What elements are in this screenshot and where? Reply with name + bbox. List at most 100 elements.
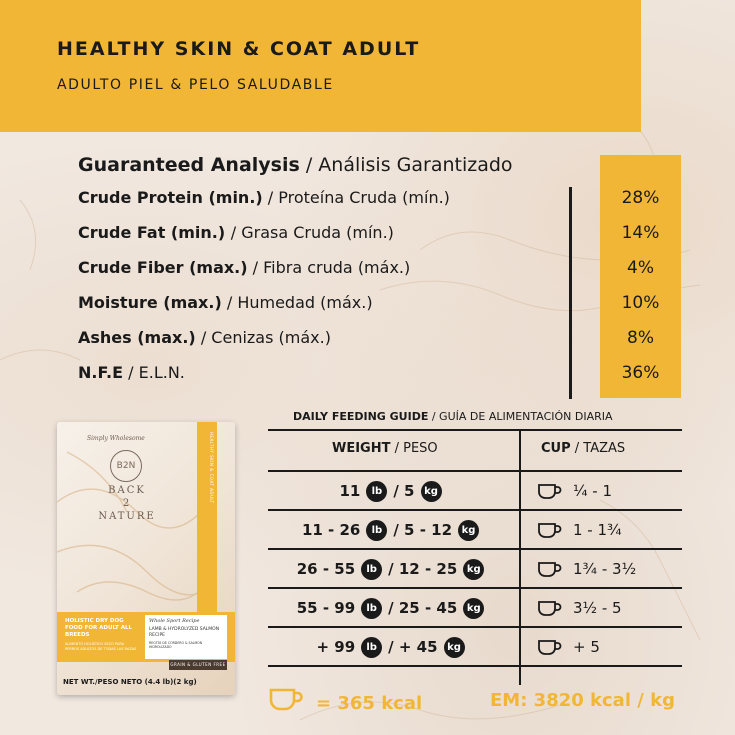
analysis-divider [569,187,572,399]
table-rule [268,509,682,511]
feeding-guide-title-en: DAILY FEEDING GUIDE [293,410,429,423]
kg-unit-icon: kg [463,597,485,619]
guaranteed-analysis: Guaranteed Analysis / Análisis Garantiza… [78,150,513,390]
analysis-label-es: / E.L.N. [123,363,185,382]
product-bag-image: Simply Wholesome B2N BACK 2 NATURE HEALT… [57,422,235,695]
weight-kg-value: / 25 - 45 [388,599,458,617]
bag-description-es: ALIMENTO HOLÍSTICO SECO PARA PERROS ADUL… [65,642,137,651]
table-row-cups: ¼ - 1 [537,471,612,511]
table-rule [268,626,682,628]
net-weight: NET WT./PESO NETO (4.4 lb)(2 kg) [63,678,197,686]
analysis-row-fiber: Crude Fiber (max.) / Fibra cruda (máx.) [78,250,513,285]
cup-icon [538,523,562,538]
bag-description: HOLISTIC DRY DOG FOOD FOR ADULT ALL BREE… [65,618,139,651]
bag-recipe-en: LAMB & HYDROLYZED SALMON RECIPE [149,627,220,638]
analysis-value-protein: 28% [621,188,660,208]
lb-unit-icon: lb [366,480,388,502]
cup-icon [538,562,562,577]
cup-icon [538,601,562,616]
weight-lb-value: 26 - 55 [296,560,356,578]
analysis-row-protein: Crude Protein (min.) / Proteína Cruda (m… [78,180,513,215]
kg-unit-icon: kg [420,480,442,502]
weight-lb-value: 55 - 99 [296,599,356,617]
weight-kg-value: / 12 - 25 [388,560,458,578]
table-rule [268,470,682,472]
table-row-weight: + 99 lb / + 45 kg [268,627,519,667]
analysis-row-ashes: Ashes (max.) / Cenizas (máx.) [78,320,513,355]
analysis-value-moisture: 10% [621,293,660,313]
brand-logo-icon: B2N [110,450,142,482]
analysis-row-moisture: Moisture (max.) / Humedad (máx.) [78,285,513,320]
header-banner: HEALTHY SKIN & COAT ADULT ADULTO PIEL & … [0,0,641,132]
analysis-row-fat: Crude Fat (min.) / Grasa Cruda (mín.) [78,215,513,250]
analysis-label-es: / Humedad (máx.) [221,293,373,312]
weight-lb-value: 11 [339,482,361,500]
analysis-label-es: / Grasa Cruda (mín.) [230,223,394,242]
weight-kg-value: / + 45 [388,638,438,656]
lb-unit-icon: lb [361,597,383,619]
analysis-label-en: N.F.E [78,363,124,382]
lb-unit-icon: lb [361,636,383,658]
weight-header: WEIGHT / PESO [332,441,438,456]
kg-unit-icon: kg [443,636,465,658]
bag-recipe: Whole Sport Recipe LAMB & HYDROLYZED SAL… [149,618,225,649]
analysis-label-en: Crude Fat (min.) [78,223,231,242]
analysis-row-nfe: N.F.E / E.L.N. [78,355,513,390]
analysis-title-en: Guaranteed Analysis [78,154,300,176]
analysis-label-en: Crude Fiber (max.) [78,258,248,277]
table-row-weight: 11 - 26 lb / 5 - 12 kg [268,510,519,550]
analysis-value-fiber: 4% [627,258,654,278]
cups-value: ¼ - 1 [573,482,613,500]
bag-side-text: HEALTHY SKIN & COAT ADULT [209,432,214,504]
cup-icon [538,484,562,499]
kg-unit-icon: kg [463,558,485,580]
weight-header-en: WEIGHT [332,441,391,456]
analysis-value-ashes: 8% [627,328,654,348]
weight-lb-value: 11 - 26 [301,521,361,539]
table-column-divider [519,430,521,685]
table-row-weight: 11 lb / 5 kg [268,471,519,511]
analysis-value-fat: 14% [621,223,660,243]
bag-description-en: HOLISTIC DRY DOG FOOD FOR ADULT ALL BREE… [65,618,132,638]
product-title: HEALTHY SKIN & COAT ADULT [57,38,421,60]
analysis-label-en: Moisture (max.) [78,293,222,312]
product-subtitle: ADULTO PIEL & PELO SALUDABLE [57,77,334,93]
analysis-value-nfe: 36% [621,363,660,383]
weight-lb-value: + 99 [316,638,356,656]
table-row-weight: 26 - 55 lb / 12 - 25 kg [268,549,519,589]
analysis-title: Guaranteed Analysis / Análisis Garantiza… [78,150,513,180]
cup-header-en: CUP [541,441,571,456]
cups-value: 1 - 1¾ [573,521,622,539]
table-row-cups: 1¾ - 3½ [537,549,636,589]
table-rule [268,548,682,550]
table-rule [268,587,682,589]
feeding-guide-title: DAILY FEEDING GUIDE / GUÍA DE ALIMENTACI… [293,410,613,423]
cup-header: CUP / TAZAS [541,441,625,456]
grain-free-badge: GRAIN & GLUTEN FREE [169,660,227,670]
analysis-label-es: / Fibra cruda (máx.) [247,258,411,277]
brand-line: BACK [108,485,146,496]
table-row-cups: + 5 [537,627,600,667]
table-rule [268,429,682,431]
table-row-cups: 3½ - 5 [537,588,622,628]
kcal-per-cup: = 365 kcal [316,693,423,714]
feeding-guide-title-es: / GUÍA DE ALIMENTACIÓN DIARIA [428,410,613,423]
brand-line: 2 [122,498,132,509]
metabolizable-energy: EM: 3820 kcal / kg [490,690,675,711]
cups-value: 3½ - 5 [573,599,622,617]
weight-kg-value: / 5 [393,482,415,500]
cup-header-es: / TAZAS [570,441,626,456]
bag-recipe-script: Whole Sport Recipe [149,618,200,624]
table-row-weight: 55 - 99 lb / 25 - 45 kg [268,588,519,628]
lb-unit-icon: lb [366,519,388,541]
analysis-label-es: / Cenizas (máx.) [195,328,331,347]
bag-side-stripe [197,422,217,612]
cup-icon [269,688,303,711]
table-row-cups: 1 - 1¾ [537,510,622,550]
bag-marble-pattern [57,451,218,601]
cups-value: + 5 [573,638,600,656]
cup-icon [538,640,562,655]
bag-tagline: Simply Wholesome [87,435,145,442]
brand-line: NATURE [98,511,156,522]
analysis-label-es: / Proteína Cruda (mín.) [262,188,450,207]
